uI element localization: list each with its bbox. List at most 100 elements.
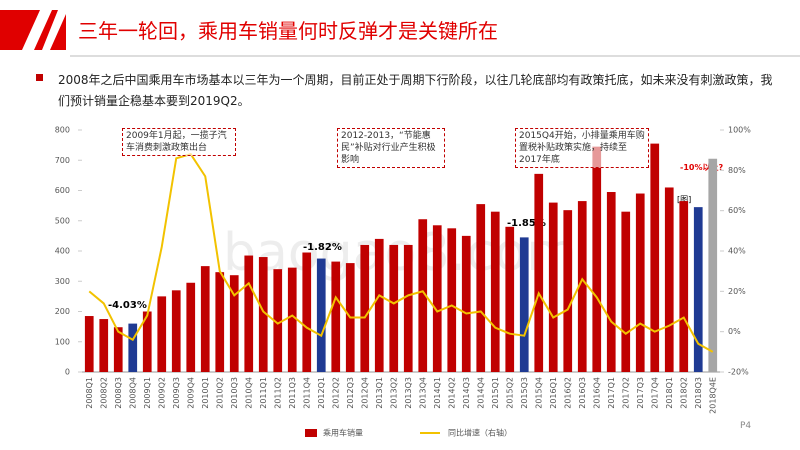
y-tick-label: 100 xyxy=(55,337,70,346)
bar xyxy=(316,258,326,372)
bar xyxy=(432,225,442,372)
x-tick-label: 2011Q2 xyxy=(273,377,282,409)
y2-tick-label: 80% xyxy=(728,166,746,175)
x-tick-label: 2018Q1 xyxy=(665,377,674,409)
annotation: -1.82% xyxy=(303,242,342,253)
x-tick-label: 2016Q1 xyxy=(549,377,558,409)
x-tick-label: 2015Q3 xyxy=(520,377,529,409)
bar xyxy=(592,146,602,372)
x-tick-label: 2015Q1 xyxy=(491,377,500,409)
bar xyxy=(461,235,471,372)
annotation: -10%以上? xyxy=(680,162,723,172)
bar xyxy=(258,257,268,372)
bar xyxy=(563,210,573,372)
y-tick-label: 800 xyxy=(55,126,70,135)
x-tick-label: 2015Q2 xyxy=(505,377,514,409)
x-tick-label: 2016Q4 xyxy=(592,377,601,409)
legend-label: 同比增速（右轴） xyxy=(448,428,512,438)
bar xyxy=(548,202,558,372)
bar xyxy=(113,327,123,372)
bar xyxy=(418,219,428,372)
x-tick-label: 2010Q3 xyxy=(230,377,239,409)
x-tick-label: 2017Q4 xyxy=(650,377,659,409)
x-tick-label: 2013Q4 xyxy=(418,377,427,409)
bar xyxy=(171,290,181,372)
bar xyxy=(693,207,703,372)
x-tick-label: 2014Q3 xyxy=(462,377,471,409)
bar xyxy=(200,266,210,372)
x-tick-label: 2012Q4 xyxy=(360,377,369,409)
bar xyxy=(403,244,413,372)
y2-tick-label: 40% xyxy=(728,247,746,256)
x-tick-label: 2009Q3 xyxy=(172,377,181,409)
bar xyxy=(128,323,138,372)
x-tick-label: 2014Q2 xyxy=(447,377,456,409)
y-tick-label: 300 xyxy=(55,277,70,286)
bar xyxy=(302,252,312,372)
x-tick-label: 2012Q1 xyxy=(317,377,326,409)
bar xyxy=(157,296,167,372)
bar xyxy=(331,261,341,372)
y-tick-label: 400 xyxy=(55,247,70,256)
bar xyxy=(664,187,674,372)
callout: 2012-2013，“节能惠民”补贴对行业产生积极影响 xyxy=(337,128,445,168)
x-tick-label: 2009Q2 xyxy=(157,377,166,409)
x-tick-label: 2008Q3 xyxy=(114,377,123,409)
x-tick-label: 2014Q4 xyxy=(476,377,485,409)
x-tick-label: 2012Q2 xyxy=(331,377,340,409)
bar xyxy=(621,211,631,372)
bar xyxy=(360,244,370,372)
bar xyxy=(577,201,587,372)
bar xyxy=(635,193,645,372)
y2-tick-label: 20% xyxy=(728,287,746,296)
x-tick-label: 2009Q4 xyxy=(186,377,195,409)
bar xyxy=(708,158,718,372)
y2-tick-label: 100% xyxy=(728,126,751,135)
x-tick-label: 2008Q1 xyxy=(85,377,94,409)
callout: 2009年1月起，一揽子汽车消费刺激政策出台 xyxy=(122,128,236,156)
page-number: P4 xyxy=(740,421,751,431)
x-tick-label: 2013Q2 xyxy=(389,377,398,409)
y-tick-label: 0 xyxy=(65,368,70,377)
bar xyxy=(534,173,544,372)
x-tick-label: 2014Q1 xyxy=(433,377,442,409)
annotation: -4.03% xyxy=(108,300,147,311)
bar xyxy=(505,226,515,372)
bar xyxy=(273,269,283,372)
x-tick-label: 2018Q4E xyxy=(708,377,717,414)
x-tick-label: 2011Q4 xyxy=(302,377,311,409)
y-tick-label: 200 xyxy=(55,307,70,316)
bar xyxy=(606,192,616,372)
annotation: [图] xyxy=(677,195,691,204)
x-tick-label: 2016Q2 xyxy=(563,377,572,409)
x-tick-label: 2011Q1 xyxy=(259,377,268,409)
y-tick-label: 700 xyxy=(55,156,70,165)
x-tick-label: 2018Q3 xyxy=(694,377,703,409)
legend-label: 乘用车销量 xyxy=(323,428,363,438)
bar xyxy=(389,244,399,372)
bar xyxy=(490,211,500,372)
y2-tick-label: 60% xyxy=(728,206,746,215)
x-tick-label: 2017Q2 xyxy=(621,377,630,409)
bar xyxy=(447,228,457,372)
bar xyxy=(287,267,297,372)
bar xyxy=(215,272,225,372)
line xyxy=(88,153,714,353)
bar xyxy=(99,319,109,372)
bar xyxy=(679,201,689,372)
bullet-text: 2008年之后中国乘用车市场基本以三年为一个周期，目前正处于周期下行阶段，以往几… xyxy=(58,73,773,108)
bar xyxy=(244,255,254,372)
x-tick-label: 2008Q4 xyxy=(128,377,137,409)
x-tick-label: 2016Q3 xyxy=(578,377,587,409)
title-decor-stripes xyxy=(22,10,66,50)
y2-tick-label: 0% xyxy=(728,327,741,336)
y-tick-label: 600 xyxy=(55,186,70,195)
bar xyxy=(229,275,239,372)
x-tick-label: 2018Q2 xyxy=(679,377,688,409)
y2-tick-label: -20% xyxy=(728,368,749,377)
bar xyxy=(519,237,529,372)
page-title: 三年一轮回，乘用车销量何时反弹才是关键所在 xyxy=(78,19,498,43)
x-tick-label: 2009Q1 xyxy=(143,377,152,409)
legend-swatch xyxy=(305,429,317,437)
